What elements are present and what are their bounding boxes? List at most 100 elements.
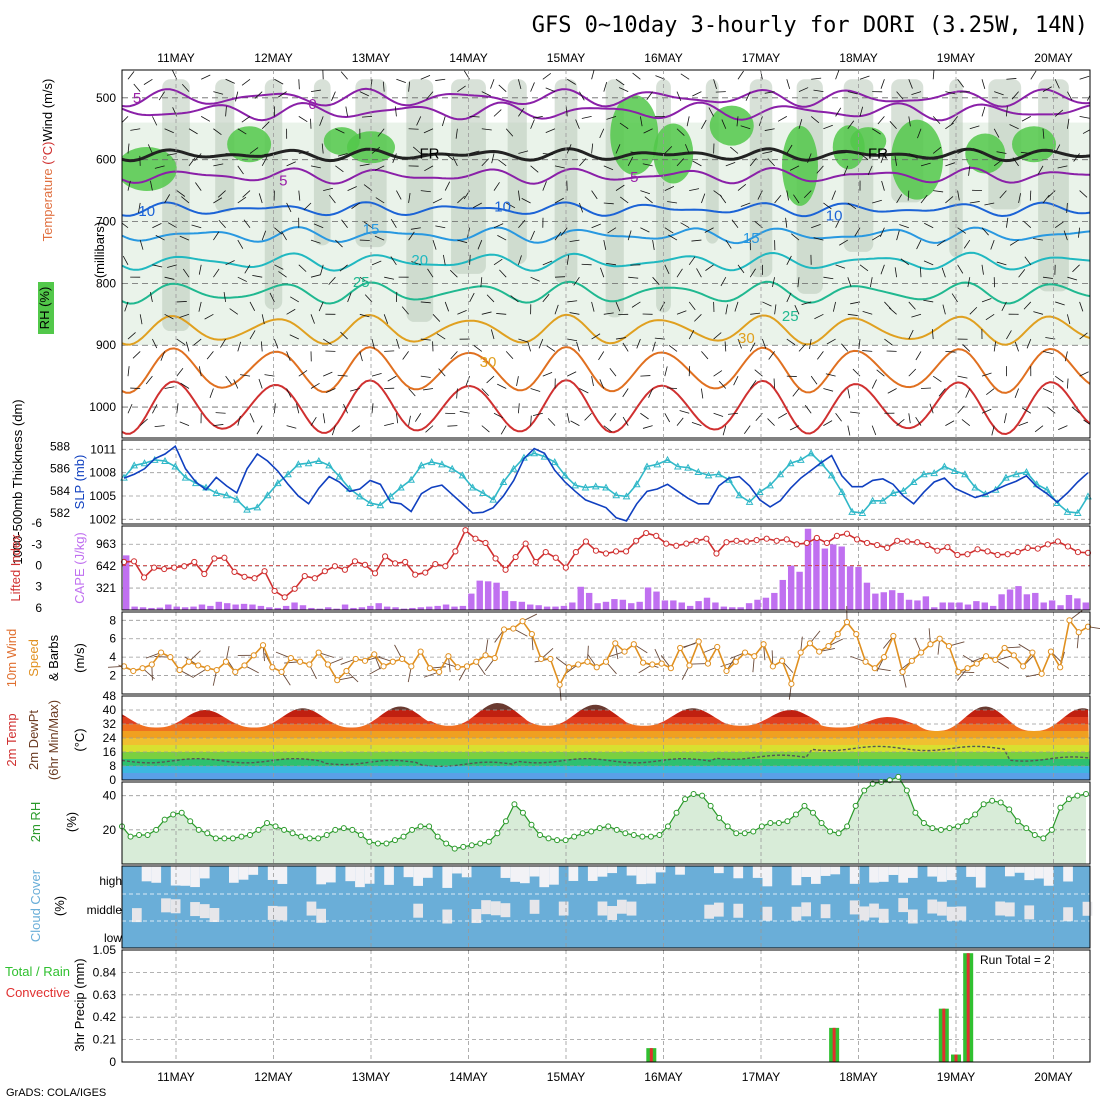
wind-barb bbox=[591, 301, 595, 312]
wind-barb bbox=[384, 422, 395, 427]
wind-barb bbox=[237, 239, 244, 249]
wind-barb bbox=[1014, 341, 1019, 352]
wind-barb bbox=[945, 196, 954, 204]
li-line-point bbox=[402, 558, 409, 566]
wind-speed-line-point bbox=[519, 618, 526, 625]
wind-barb bbox=[1090, 240, 1091, 250]
wind-barb bbox=[691, 239, 702, 242]
cloud-gap-high bbox=[937, 866, 947, 882]
wind-barb bbox=[957, 264, 964, 274]
precip-tick-label: 0.84 bbox=[93, 965, 117, 979]
rh-point bbox=[844, 823, 851, 830]
rh-point bbox=[417, 823, 424, 830]
thickness-line-point bbox=[653, 460, 662, 468]
wind-speed-line-point bbox=[306, 661, 313, 668]
cloud-gap-high bbox=[587, 866, 598, 881]
wind-barb bbox=[179, 421, 190, 427]
li-line-point bbox=[803, 539, 810, 547]
cape-bar bbox=[872, 593, 879, 610]
rh2m-axis-label: 2m RH bbox=[28, 802, 43, 842]
rh-point bbox=[289, 830, 296, 837]
rh-point bbox=[937, 826, 944, 833]
wind-barb bbox=[876, 369, 885, 377]
wind-barb bbox=[565, 106, 568, 117]
wind-barb bbox=[872, 199, 882, 204]
cape-bar bbox=[779, 579, 786, 610]
wind-barb bbox=[427, 268, 434, 278]
wind-barb bbox=[127, 180, 131, 191]
footer-credit: GrADS: COLA/IGES bbox=[6, 1087, 106, 1099]
rh-shade-mid bbox=[406, 79, 434, 322]
wind-barb bbox=[408, 231, 415, 241]
wind-barb bbox=[945, 91, 956, 95]
thickness-line-point bbox=[304, 459, 313, 467]
cloud-gap-high bbox=[888, 866, 899, 875]
cape-bar bbox=[215, 601, 223, 610]
wind-barb bbox=[1042, 351, 1053, 354]
wind-barb bbox=[579, 91, 585, 101]
li-tick-label: -6 bbox=[31, 516, 42, 530]
cloud-gap-high bbox=[714, 866, 724, 874]
thickness-tick-label: 588 bbox=[50, 440, 70, 454]
thickness-line-point bbox=[530, 449, 539, 457]
cloud-gap-high bbox=[151, 866, 162, 883]
wind-barb bbox=[298, 190, 301, 201]
date-label-top: 16MAY bbox=[644, 51, 682, 65]
cape-tick-label: 963 bbox=[96, 537, 116, 551]
rh-shade-high bbox=[709, 105, 754, 146]
cloud-gap-high bbox=[607, 866, 617, 874]
temp-band bbox=[122, 703, 1090, 710]
wind-barb bbox=[652, 341, 656, 352]
date-label-bottom: 12MAY bbox=[254, 1070, 292, 1084]
wind-barb bbox=[1067, 378, 1069, 389]
wind-barb bbox=[371, 372, 382, 377]
wind-speed-line-point bbox=[834, 631, 841, 638]
wind-barb bbox=[1055, 301, 1065, 306]
cloud-gap-middle bbox=[316, 908, 326, 923]
rh-shade-high bbox=[850, 127, 887, 156]
wind-barb bbox=[900, 258, 910, 266]
wind-barb bbox=[408, 128, 419, 130]
wind-speed-line-point bbox=[880, 654, 888, 661]
cloud-gap-high bbox=[1063, 866, 1073, 882]
wind-barb bbox=[274, 338, 279, 349]
cape-bar bbox=[796, 571, 803, 610]
temp-band bbox=[122, 738, 1090, 745]
wind-barb bbox=[1072, 264, 1080, 273]
wind-barb bbox=[825, 373, 836, 377]
wind-barb bbox=[213, 424, 224, 427]
cape-bar bbox=[830, 544, 837, 610]
run-total-label: Run Total = 2 bbox=[980, 953, 1051, 967]
li-line-point bbox=[502, 566, 509, 573]
thickness-line-point bbox=[130, 461, 139, 469]
rh-point bbox=[792, 811, 799, 818]
cape-bar bbox=[771, 592, 778, 610]
wind-barb bbox=[1067, 314, 1071, 325]
wind-speed-line-point bbox=[630, 641, 637, 648]
li-line-point bbox=[552, 554, 559, 561]
rh-point bbox=[409, 826, 416, 833]
li-line-point bbox=[934, 547, 941, 554]
wind-barb bbox=[375, 165, 385, 171]
slp-tick-label: 1011 bbox=[90, 442, 116, 456]
wind-barb bbox=[347, 186, 357, 191]
wind-barb bbox=[932, 146, 942, 154]
wind-barb bbox=[730, 146, 739, 154]
rh2m-panel-frame bbox=[121, 781, 1091, 865]
wind-speed-line-point bbox=[167, 654, 174, 661]
wind-barb bbox=[688, 330, 695, 340]
wind-barb bbox=[343, 403, 348, 414]
wind-barb bbox=[932, 375, 942, 383]
wind-barb bbox=[274, 403, 276, 414]
wind-barb bbox=[963, 239, 971, 249]
cloud-gap-middle bbox=[878, 908, 889, 923]
wind-barb bbox=[767, 418, 775, 426]
wind-panel-frame bbox=[121, 611, 1091, 695]
rh-point bbox=[528, 821, 535, 828]
cape-bar bbox=[442, 604, 450, 610]
wind-barb bbox=[705, 264, 714, 271]
wind-barb bbox=[847, 425, 851, 436]
thickness-line-point bbox=[684, 463, 692, 471]
wind-speed-line-point bbox=[1038, 670, 1045, 677]
wind-barb bbox=[740, 125, 751, 130]
